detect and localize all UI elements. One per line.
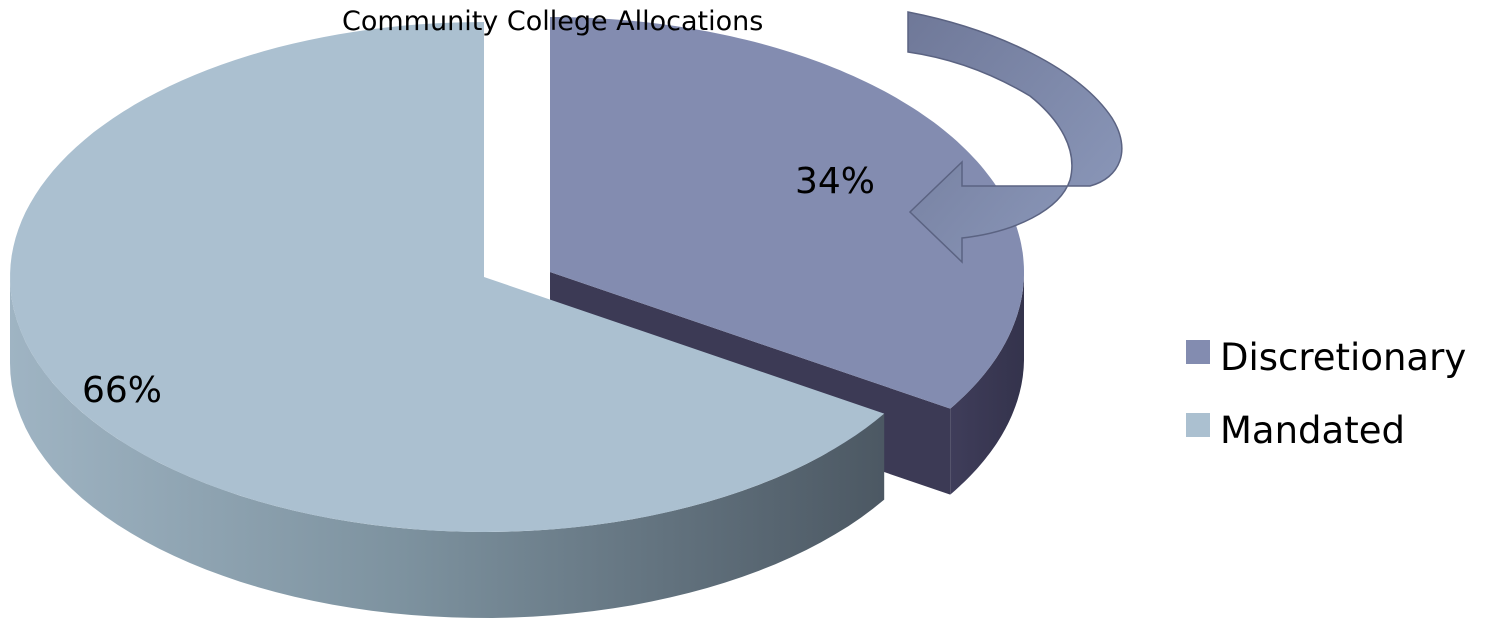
pie-layer — [10, 17, 1024, 618]
pie-slice-discretionary — [550, 17, 1024, 409]
curved-arrow-icon — [907, 11, 1123, 264]
legend-label-discretionary: Discretionary — [1220, 336, 1466, 379]
data-label-mandated: 66% — [82, 370, 162, 411]
chart-title: Community College Allocations — [342, 6, 763, 37]
legend-swatch-discretionary — [1186, 340, 1210, 364]
data-label-discretionary: 34% — [795, 161, 875, 202]
pie-slice-side-discretionary — [950, 272, 1024, 495]
pie-slice-mandated — [10, 22, 885, 532]
legend-label-mandated: Mandated — [1220, 409, 1405, 452]
legend: Discretionary Mandated — [1186, 336, 1466, 452]
pie-slice-side-mandated — [10, 277, 885, 618]
legend-swatch-mandated — [1186, 413, 1210, 437]
